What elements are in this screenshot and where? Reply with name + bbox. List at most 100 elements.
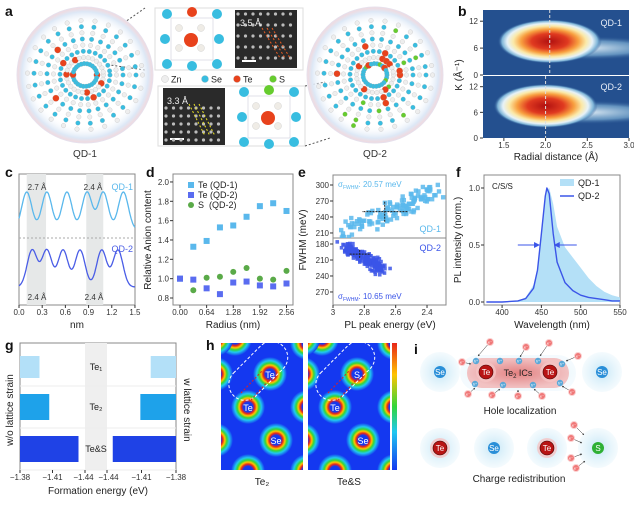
d-xlabel: Radius (nm) [206, 320, 260, 331]
tick-label: 1.2 [158, 255, 170, 264]
lattice-spot [201, 106, 206, 110]
elf-atom-density [231, 390, 265, 424]
atom [376, 49, 382, 54]
atom [317, 57, 323, 63]
tick-label: 180 [316, 240, 330, 249]
atom [58, 66, 64, 71]
atom [413, 55, 419, 61]
atom-Se [596, 366, 608, 378]
d-legend-te-qd1: Te (QD-1) [198, 180, 238, 190]
atom [119, 66, 125, 72]
atom [116, 89, 121, 95]
tick-label: 1.28 [225, 308, 241, 317]
tick-label: −1.44 [98, 473, 119, 482]
data-point [203, 274, 210, 281]
atom [366, 114, 372, 120]
electron-icon [464, 390, 472, 398]
legend-label: Te [243, 75, 253, 85]
data-point [376, 207, 381, 213]
lattice-spot [186, 138, 191, 142]
lattice-fringe-marker [261, 27, 281, 59]
atom [107, 72, 113, 78]
atom [88, 43, 93, 48]
atom [81, 55, 87, 60]
atom [422, 64, 428, 69]
data-point [270, 276, 277, 283]
data-point [177, 275, 183, 282]
c-annotation: 2.4 Å [85, 293, 104, 302]
lattice-spot [164, 122, 168, 126]
atom [105, 92, 111, 98]
atom [51, 71, 56, 77]
lattice-fringe-marker [193, 103, 211, 137]
atom [359, 52, 365, 58]
lattice-spot [273, 56, 278, 60]
tick-label: 2.6 [390, 308, 402, 317]
atom [338, 88, 344, 94]
atom [341, 78, 347, 84]
data-point [383, 215, 389, 220]
atom [94, 70, 100, 76]
atom [72, 44, 78, 49]
panel-label-i: i [414, 341, 418, 357]
atom [390, 118, 395, 123]
atom-label: Te [546, 368, 555, 377]
data-point [358, 258, 362, 262]
atom [353, 117, 359, 123]
hole-icon [471, 380, 479, 388]
data-point [359, 220, 365, 226]
atom [89, 37, 94, 42]
atom-label: S [595, 444, 600, 453]
tick-label: 0.00 [172, 308, 188, 317]
atom [370, 42, 376, 48]
e-label-qd1: QD-1 [419, 224, 441, 234]
atom [362, 57, 368, 63]
atom [385, 45, 391, 51]
bond-line [250, 377, 272, 401]
data-point [335, 240, 340, 244]
atom [410, 72, 416, 78]
data-point [342, 250, 347, 254]
atom [184, 33, 198, 47]
bar-wo-strain-1 [20, 394, 50, 420]
atom [55, 57, 61, 63]
atom [378, 43, 383, 48]
atom [76, 114, 82, 120]
atom [97, 112, 103, 118]
electron-icon [545, 339, 553, 347]
atom [105, 22, 111, 28]
atom-label: Se [270, 436, 281, 446]
data-point [346, 222, 351, 228]
data-point [283, 207, 290, 214]
data-point [348, 224, 354, 230]
atom [88, 126, 94, 132]
data-point [342, 243, 346, 247]
data-point [435, 182, 441, 188]
atom [87, 114, 93, 120]
lattice-spot [288, 23, 293, 27]
heatmap-peak [493, 83, 598, 128]
data-point [366, 210, 371, 215]
electron-symbol: e⁻ [516, 394, 520, 399]
lattice-spot [258, 45, 263, 49]
data-point [339, 245, 344, 250]
electron-symbol: e⁻ [524, 345, 528, 350]
atom [69, 52, 75, 58]
lattice-spot [216, 114, 221, 118]
atom [354, 20, 360, 26]
atom [404, 34, 409, 40]
data-point [401, 204, 407, 209]
atom [39, 81, 44, 87]
elf-atom-density [377, 390, 390, 424]
atom [38, 71, 43, 76]
atom [52, 26, 57, 32]
data-point [401, 197, 407, 203]
data-point [340, 233, 346, 238]
f-legend-qd2: QD-2 [578, 191, 600, 201]
atom [97, 53, 103, 59]
lattice-spot [251, 34, 255, 38]
data-point [230, 279, 237, 286]
atom [377, 114, 383, 120]
atom [386, 92, 392, 98]
